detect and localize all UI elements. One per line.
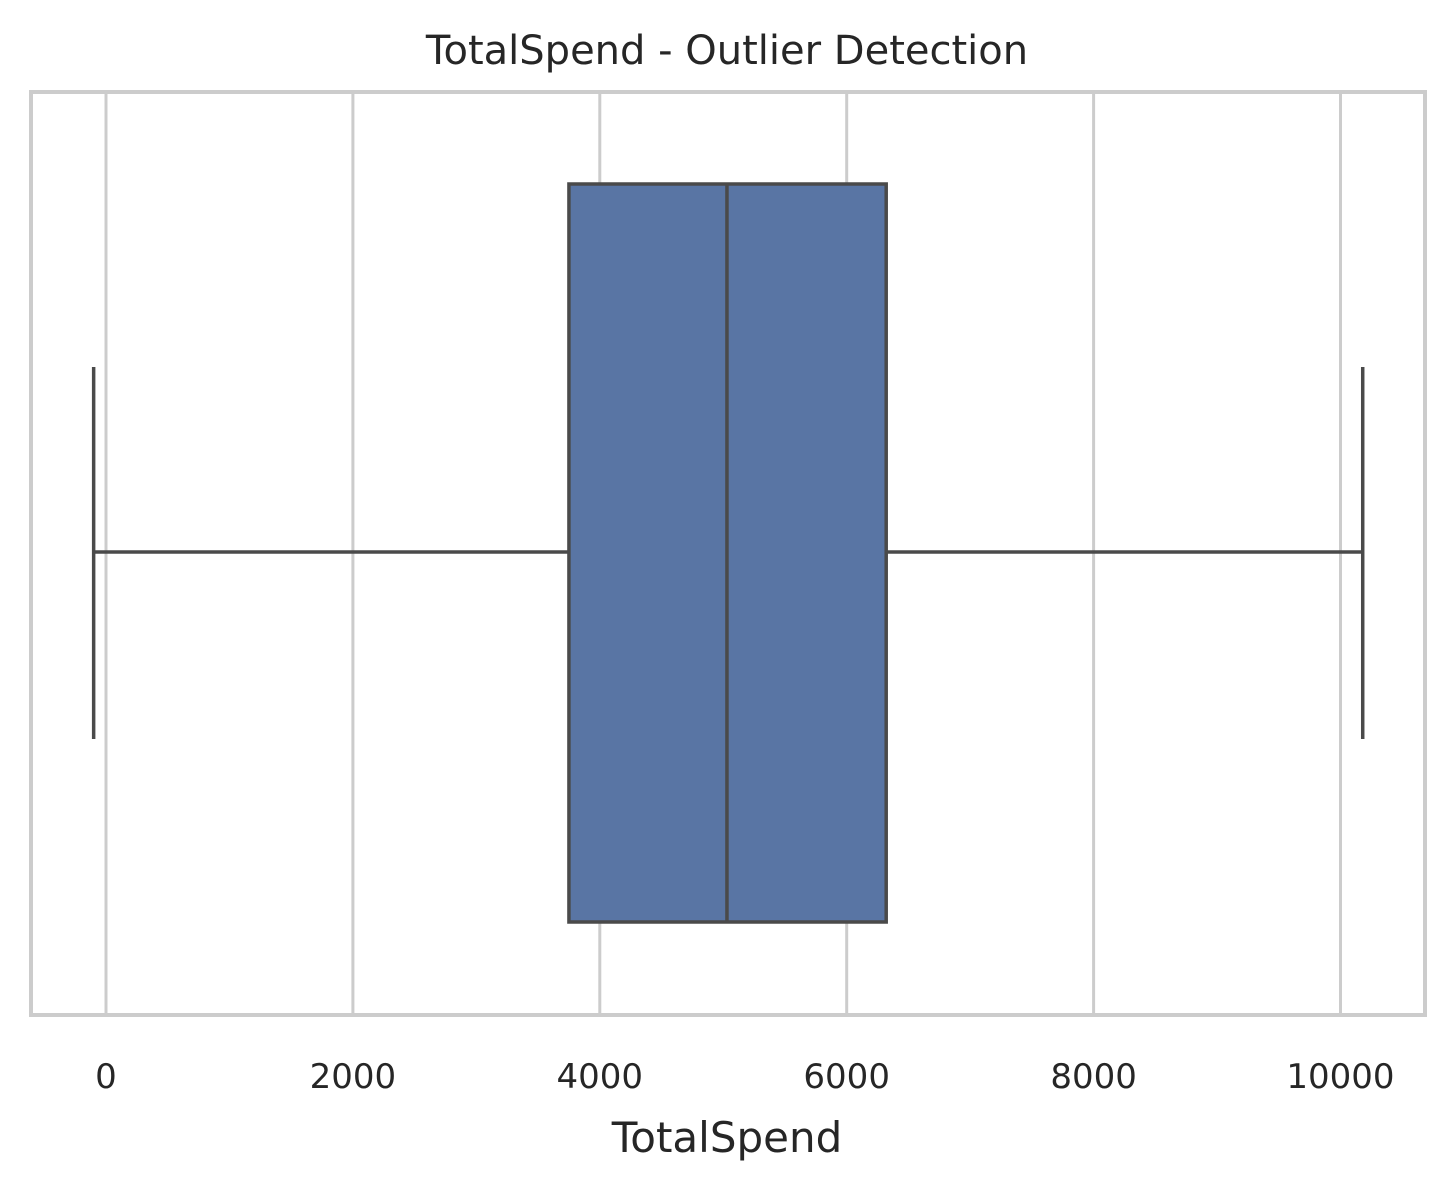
x-tick-label: 8000 bbox=[1050, 1057, 1137, 1097]
x-tick-label: 2000 bbox=[310, 1057, 397, 1097]
x-axis-label: TotalSpend bbox=[611, 1113, 843, 1162]
chart-title: TotalSpend - Outlier Detection bbox=[425, 28, 1028, 74]
box-group bbox=[91, 182, 1365, 924]
x-tick-label: 10000 bbox=[1286, 1057, 1394, 1097]
plot-frame bbox=[29, 90, 1427, 1017]
x-tick-label: 0 bbox=[95, 1057, 117, 1097]
x-tick-labels: 0 2000 4000 6000 8000 10000 bbox=[95, 1057, 1394, 1097]
x-tick-label: 4000 bbox=[557, 1057, 644, 1097]
x-tick-label: 6000 bbox=[803, 1057, 890, 1097]
